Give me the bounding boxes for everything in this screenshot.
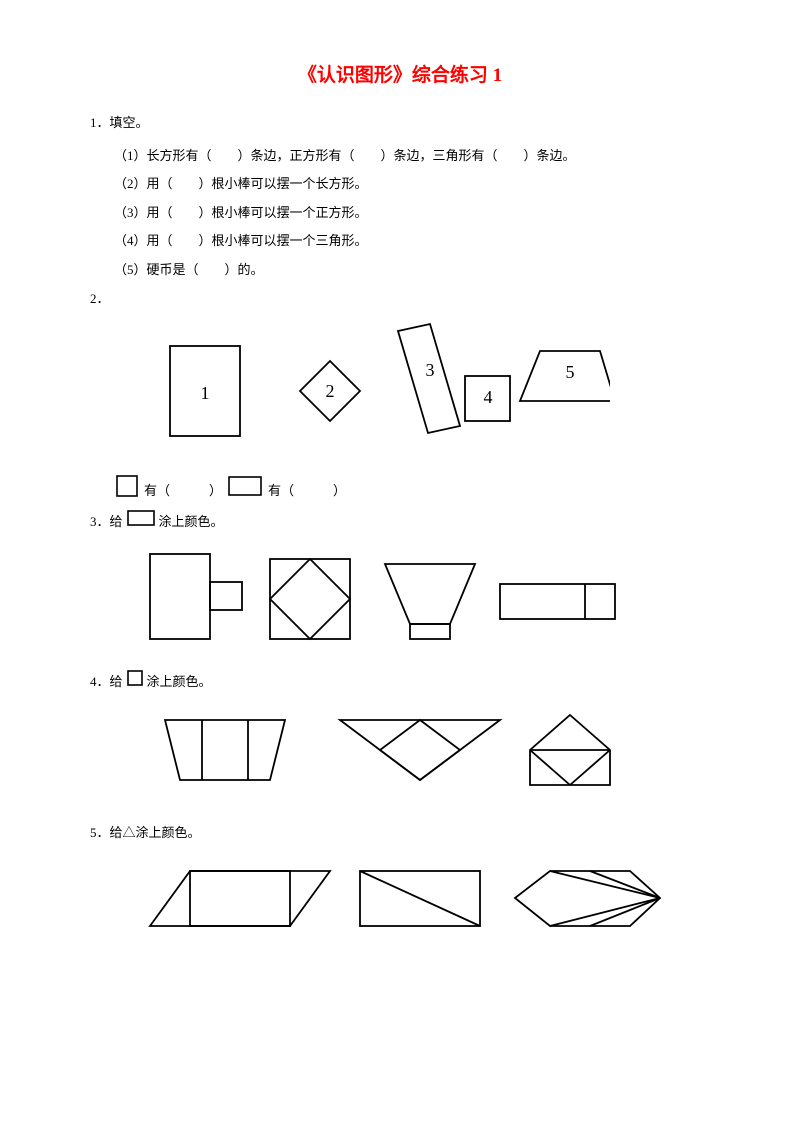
- q1-item-4: （4）用（ ）根小棒可以摆一个三角形。: [90, 227, 710, 256]
- shape-label-3: 3: [426, 360, 435, 380]
- q4-figure: [130, 705, 710, 805]
- q2-answer-line: 有（ ） 有（ ）: [90, 475, 710, 508]
- q4-header: 4．给 涂上颜色。: [90, 668, 710, 697]
- q5-figure: [130, 856, 710, 946]
- q2-blank-1: 有（ ）: [144, 477, 222, 506]
- q2-blank-2: 有（ ）: [268, 477, 346, 506]
- q4-before: 4．给: [90, 668, 123, 697]
- square-icon: [127, 668, 143, 697]
- q3-before: 3．给: [90, 508, 123, 537]
- q3-figure: [130, 544, 710, 654]
- q1-header: 1．填空。: [90, 109, 710, 138]
- q5-header: 5．给△涂上颜色。: [90, 819, 710, 848]
- shape-label-1: 1: [201, 383, 210, 403]
- shape-label-4: 4: [484, 387, 493, 407]
- worksheet-page: 《认识图形》综合练习 1 1．填空。 （1）长方形有（ ）条边，正方形有（ ）条…: [0, 0, 800, 1000]
- small-square-icon: [116, 475, 138, 508]
- q1-item-2: （2）用（ ）根小棒可以摆一个长方形。: [90, 170, 710, 199]
- q3-after: 涂上颜色。: [159, 508, 224, 537]
- small-rect-icon: [228, 476, 262, 507]
- rect-icon: [127, 508, 155, 537]
- page-title: 《认识图形》综合练习 1: [90, 60, 710, 87]
- q1-item-3: （3）用（ ）根小棒可以摆一个正方形。: [90, 199, 710, 228]
- q2-header: 2．: [90, 285, 710, 314]
- q2-figure: 1 2 3 4 5: [130, 321, 710, 461]
- shape-label-5: 5: [566, 362, 575, 382]
- q3-header: 3．给 涂上颜色。: [90, 508, 710, 537]
- q1-item-1: （1）长方形有（ ）条边，正方形有（ ）条边，三角形有（ ）条边。: [90, 142, 710, 171]
- q1-item-5: （5）硬币是（ ）的。: [90, 256, 710, 285]
- shape-label-2: 2: [326, 381, 335, 401]
- q4-after: 涂上颜色。: [147, 668, 212, 697]
